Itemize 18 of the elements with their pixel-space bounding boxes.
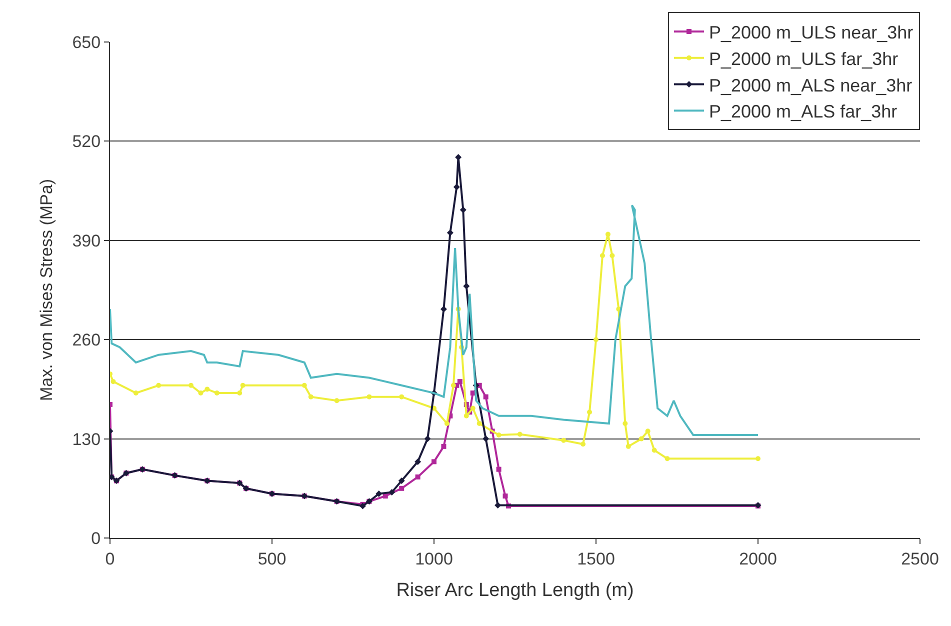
legend-label: P_2000 m_ULS far_3hr	[709, 48, 898, 69]
y-axis-title: Max. von Mises Stress (MPa)	[36, 179, 56, 401]
x-tick-label: 2000	[739, 549, 777, 568]
x-axis-title: Riser Arc Length Length (m)	[396, 580, 634, 602]
x-tick-label: 0	[105, 549, 115, 568]
x-tick-label: 500	[258, 549, 286, 568]
x-tick-label: 1500	[577, 549, 615, 568]
x-tick-label: 2500	[901, 549, 939, 568]
y-tick-label: 130	[72, 430, 101, 449]
legend-label: P_2000 m_ULS near_3hr	[709, 22, 914, 42]
x-tick-label: 1000	[415, 549, 453, 568]
y-tick-label: 650	[72, 32, 101, 52]
y-tick-label: 390	[72, 231, 101, 250]
y-tick-label: 520	[72, 132, 101, 152]
legend-label: P_2000 m_ALS far_3hr	[709, 102, 898, 122]
legend-label: P_2000 m_ALS near_3hr	[709, 75, 912, 96]
y-tick-label: 0	[91, 528, 101, 548]
y-tick-label: 260	[72, 330, 101, 350]
